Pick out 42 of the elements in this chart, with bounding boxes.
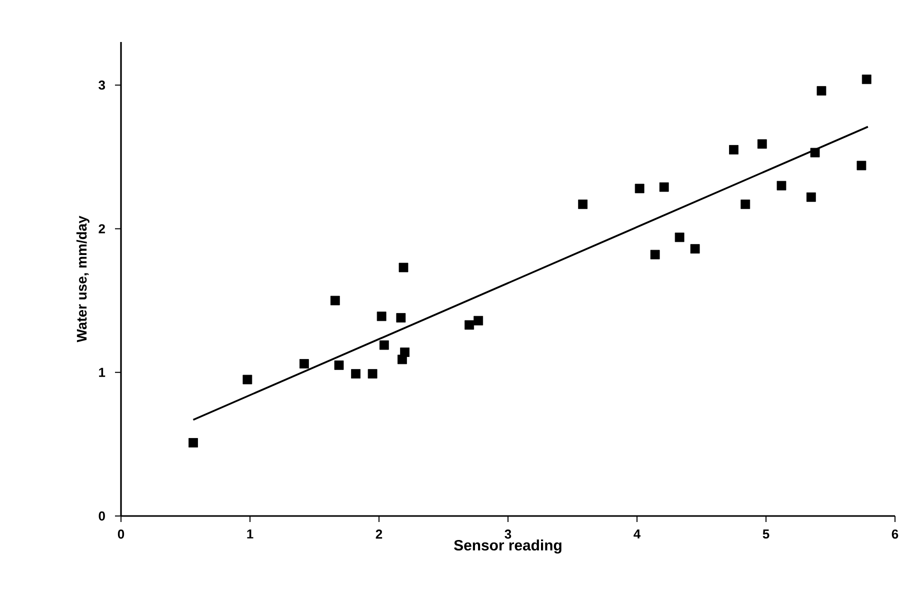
point [810,148,820,158]
point [690,244,700,254]
point [474,316,484,326]
y-tick-label: 0 [98,511,105,521]
x-tick-label: 5 [762,530,770,539]
point [398,262,408,272]
y-tick-label: 1 [99,368,106,377]
x-tick-label: 4 [634,530,641,538]
point [400,348,410,357]
point [856,160,866,170]
point [379,340,389,350]
x-axis-title: Sensor reading [454,540,562,554]
point [816,86,826,96]
point [862,74,872,84]
point [757,139,767,149]
y-tick-label: 3 [98,80,106,90]
point [776,180,786,190]
x-tick-label: 6 [892,530,898,539]
point [729,145,738,154]
point [740,200,750,210]
y-tick-label: 2 [98,224,105,234]
x-tick-label: 0 [118,530,124,539]
point [806,192,816,202]
point [650,250,660,260]
x-tick-label: 3 [504,530,512,539]
point [396,313,406,322]
point [188,438,198,448]
point [578,200,588,210]
point [674,232,684,242]
point [351,369,360,378]
point [659,182,669,192]
point [334,360,344,370]
point [464,320,474,330]
y-axis-title: Water use, mm/day [76,216,90,342]
point [634,184,644,194]
x-tick-label: 2 [376,530,382,539]
point [368,369,378,378]
point [376,312,386,322]
point [330,296,340,306]
point [242,374,252,384]
point [299,359,309,368]
x-tick-label: 1 [247,530,254,538]
